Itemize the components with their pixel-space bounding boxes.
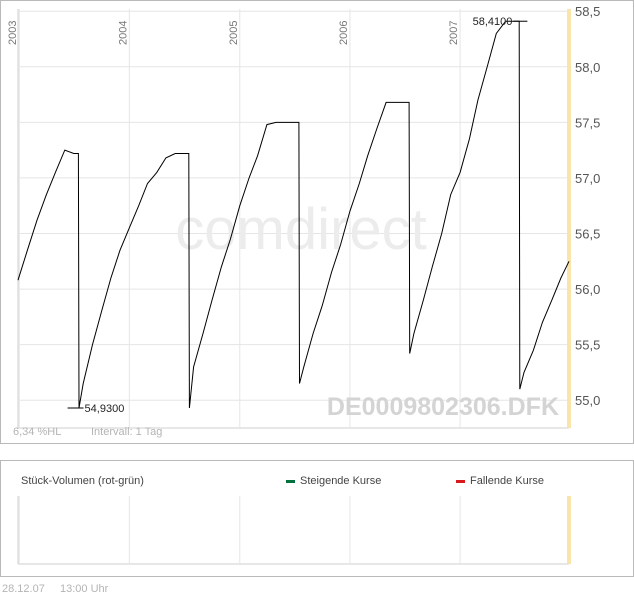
x-tick-label: 2007 <box>448 21 460 45</box>
price-chart-panel: comdirect DE0009802306.DFK 55,0 55,5 56,0 5… <box>0 0 634 444</box>
y-tick-label: 55,0 <box>575 393 600 408</box>
legend-rising-label: Steigende Kurse <box>300 475 382 487</box>
y-tick-label: 55,5 <box>575 338 600 353</box>
legend-falling-swatch <box>456 479 465 483</box>
y-tick-label: 57,5 <box>575 115 600 130</box>
y-tick-label: 58,5 <box>575 4 600 19</box>
price-line <box>17 20 570 409</box>
legend-rising-swatch <box>286 479 295 483</box>
vol-current-date-highlight <box>567 496 571 564</box>
y-tick-label: 58,0 <box>575 60 600 75</box>
y-tick-label: 56,0 <box>575 282 600 297</box>
y-tick-label: 56,5 <box>575 227 600 242</box>
x-tick-label: 2004 <box>117 21 129 45</box>
footer-date: 28.12.07 <box>2 583 45 595</box>
y-tick-label: 57,0 <box>575 171 600 186</box>
min-annotation: 54,9300 <box>85 403 125 415</box>
footer-time: 13:00 Uhr <box>60 583 109 595</box>
price-chart: comdirect DE0009802306.DFK 55,0 55,5 56,0 5… <box>7 4 600 429</box>
x-tick-label: 2005 <box>228 21 240 45</box>
max-annotation: 58,4100 <box>473 16 513 28</box>
x-tick-label: 2003 <box>7 21 19 45</box>
legend-rising: Steigende Kurse <box>286 475 381 487</box>
performance-info: 6,34 %HL <box>13 426 62 438</box>
current-date-highlight <box>567 9 571 428</box>
x-tick-label: 2006 <box>338 21 350 45</box>
legend-falling-label: Fallende Kurse <box>470 475 544 487</box>
volume-panel: Stück-Volumen (rot-grün) Steigende Kurse… <box>0 460 634 577</box>
watermark-isin: DE0009802306.DFK <box>327 393 559 421</box>
interval-info: Intervall: 1 Tag <box>91 426 163 438</box>
watermark-logo: comdirect <box>175 197 426 262</box>
volume-chart <box>17 496 571 565</box>
legend-falling: Fallende Kurse <box>456 475 544 487</box>
volume-title: Stück-Volumen (rot-grün) <box>21 475 144 487</box>
